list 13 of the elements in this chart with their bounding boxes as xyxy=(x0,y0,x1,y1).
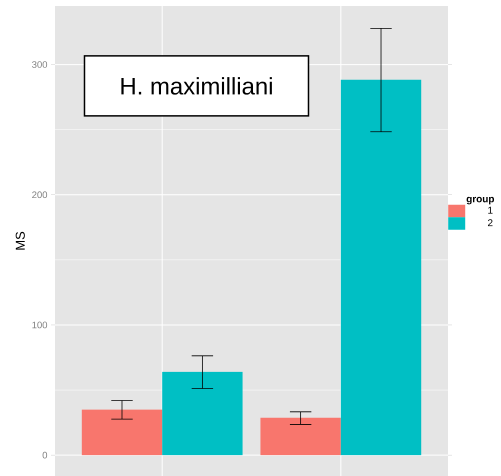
bar xyxy=(340,80,422,456)
bar xyxy=(260,418,341,456)
legend-label: 1 xyxy=(488,206,493,214)
annotation: H. maximilliani xyxy=(121,77,272,95)
y-tick-label: 0 xyxy=(42,452,48,459)
y-tick-label: 300 xyxy=(32,61,48,68)
y-tick-label: 200 xyxy=(32,191,48,198)
y-tick-label: 100 xyxy=(32,322,48,328)
legend-label: 2 xyxy=(488,219,493,226)
bar xyxy=(162,372,243,456)
legend-title: group xyxy=(466,196,494,204)
y-axis-title: MS xyxy=(16,232,25,250)
bar xyxy=(82,410,162,456)
